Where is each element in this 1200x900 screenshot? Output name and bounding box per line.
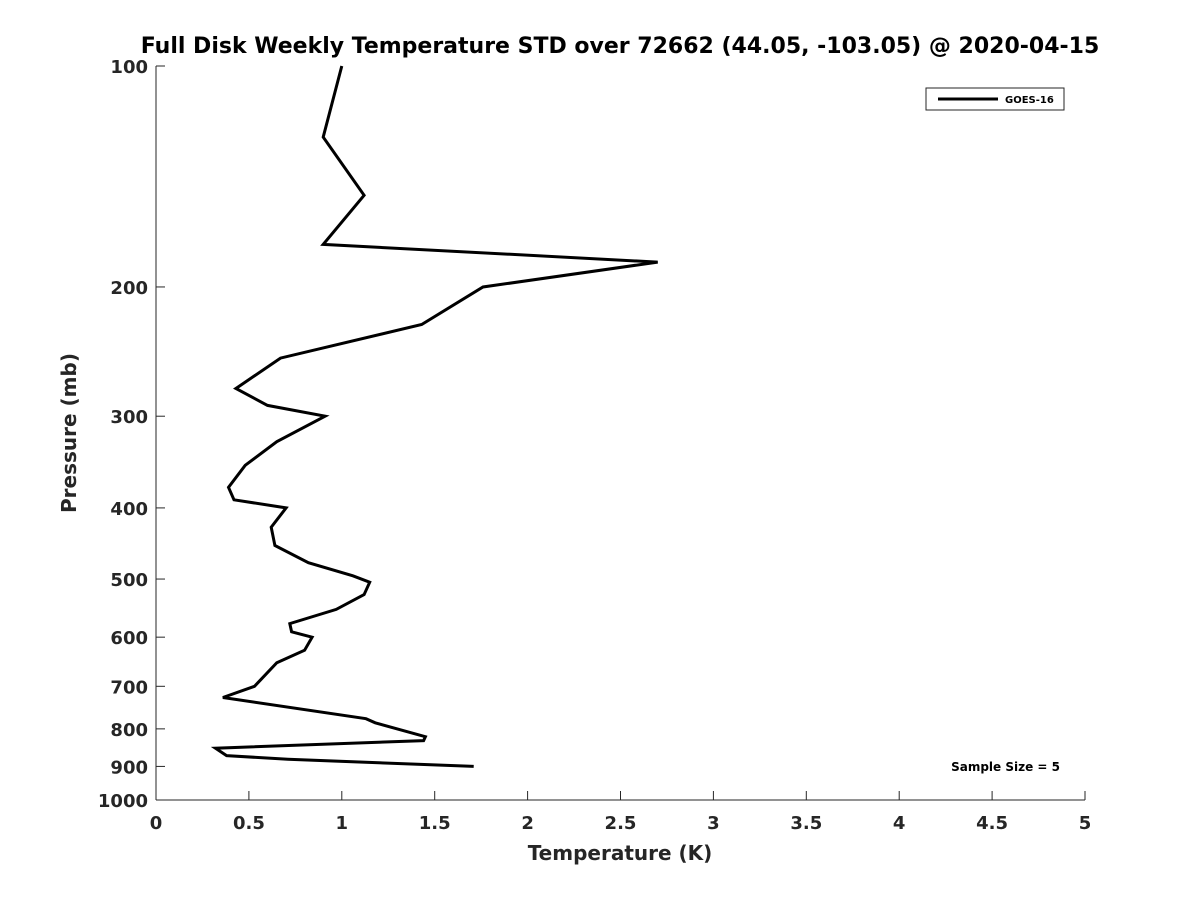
y-tick-label: 500 [110, 570, 148, 591]
series-line-goes-16 [210, 65, 658, 768]
x-ticks: 0 0.5 1 1.5 2 2.5 3 3.5 4 4.5 5 [150, 791, 1092, 834]
x-tick-label: 2.5 [605, 813, 637, 834]
y-tick-label: 1000 [98, 791, 148, 812]
x-tick-label: 3.5 [790, 813, 822, 834]
legend: GOES-16 [925, 87, 1065, 111]
x-tick-label: 2 [521, 813, 534, 834]
legend-label: GOES-16 [1005, 95, 1054, 106]
plot-area: 0 0.5 1 1.5 2 2.5 3 3.5 4 4.5 5 100 200 300 400 500 600… [98, 57, 1091, 834]
x-tick-label: 1 [336, 813, 349, 834]
y-tick-label: 900 [110, 757, 148, 778]
y-tick-label: 200 [110, 278, 148, 299]
y-tick-label: 300 [110, 407, 148, 428]
x-tick-label: 4 [893, 813, 906, 834]
x-tick-label: 0 [150, 813, 163, 834]
y-tick-label: 800 [110, 720, 148, 741]
x-tick-label: 5 [1079, 813, 1092, 834]
y-tick-label: 400 [110, 499, 148, 520]
y-ticks: 100 200 300 400 500 600 700 800 900 1000 [98, 57, 165, 812]
x-tick-label: 3 [707, 813, 720, 834]
series-layer [210, 65, 658, 768]
x-axis-label: Temperature (K) [528, 841, 713, 865]
y-axis-label: Pressure (mb) [57, 353, 81, 513]
y-tick-label: 600 [110, 628, 148, 649]
y-tick-label: 700 [110, 677, 148, 698]
sample-size-annotation: Sample Size = 5 [951, 760, 1060, 774]
chart-title: Full Disk Weekly Temperature STD over 72… [141, 34, 1100, 59]
x-tick-label: 1.5 [419, 813, 451, 834]
y-tick-label: 100 [110, 57, 148, 78]
x-tick-label: 0.5 [233, 813, 265, 834]
x-tick-label: 4.5 [976, 813, 1008, 834]
